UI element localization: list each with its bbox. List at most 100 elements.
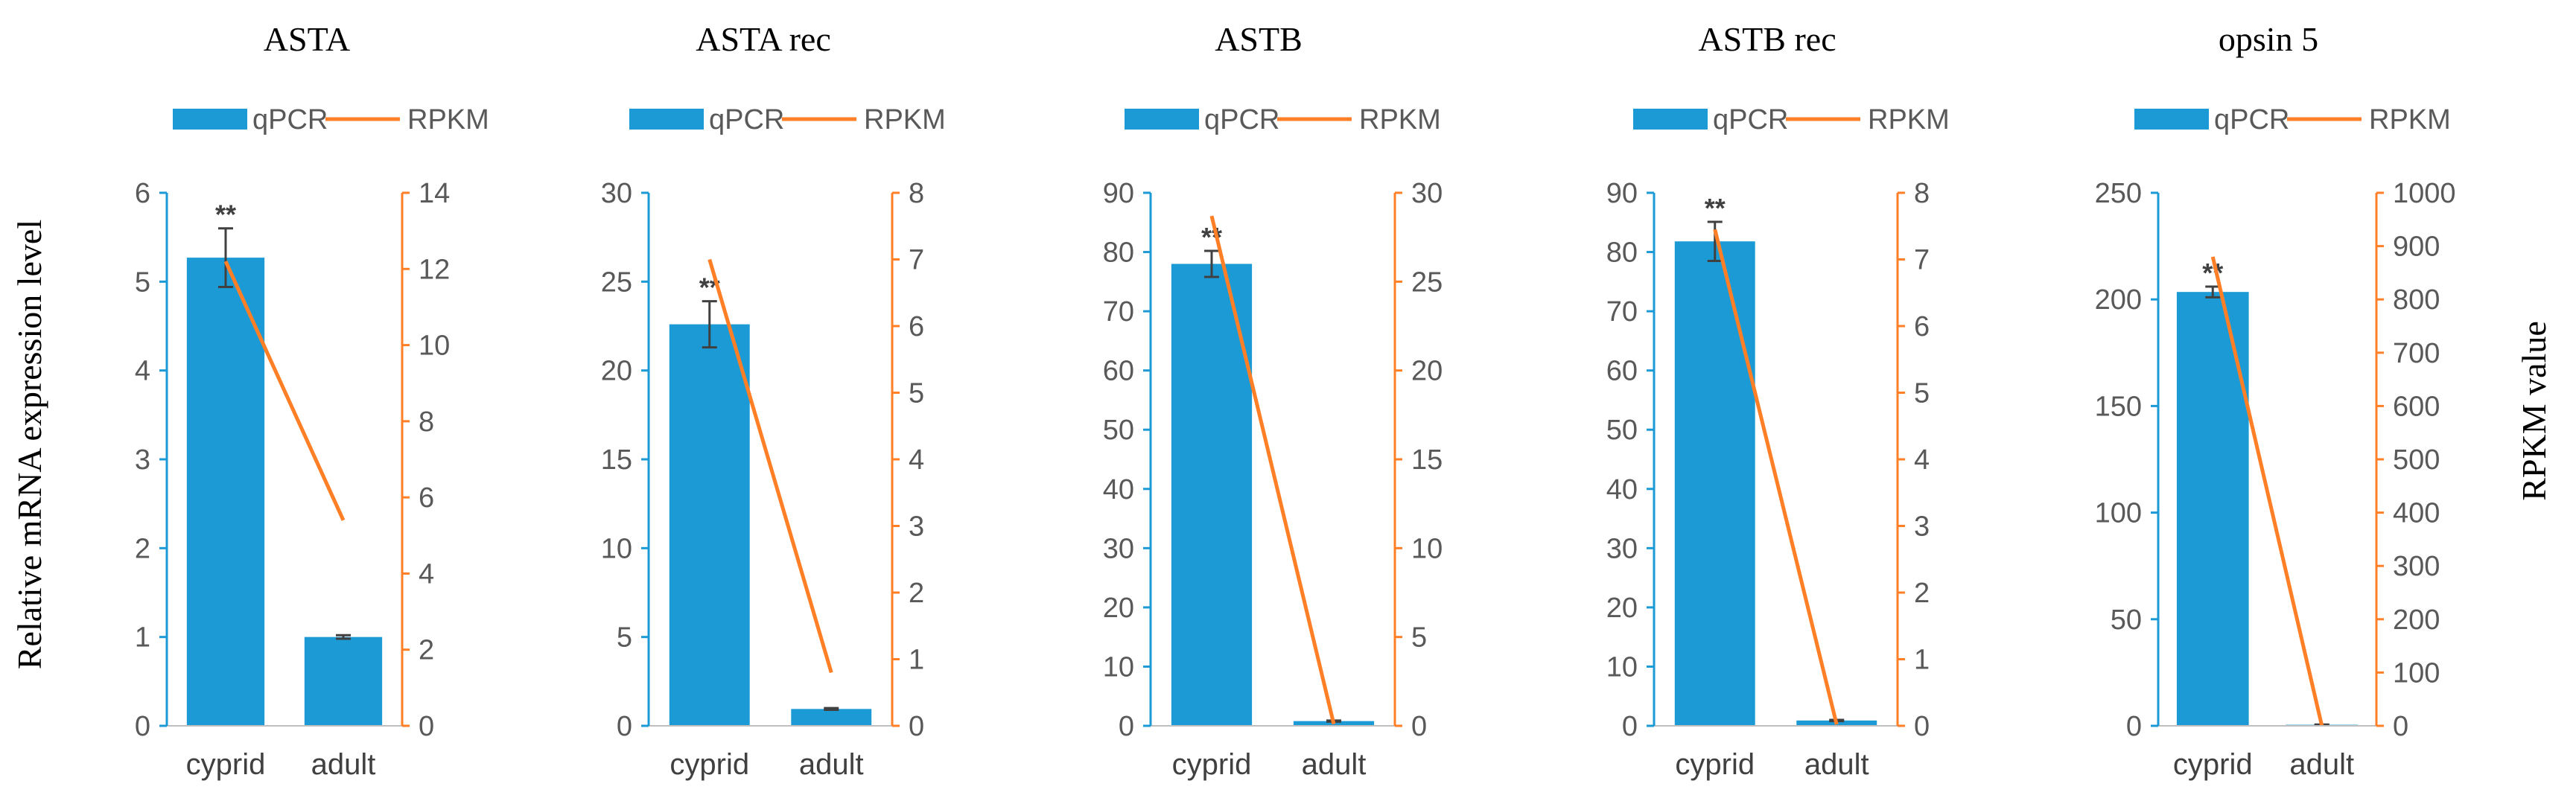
- right-axis-label: RPKM value: [2515, 321, 2553, 501]
- left-tick-label: 0: [1119, 711, 1134, 742]
- left-tick-label: 60: [1606, 356, 1638, 387]
- line-rpkm: [1209, 215, 1336, 725]
- right-tick-label: 5: [909, 378, 924, 409]
- left-tick-label: 0: [2126, 711, 2142, 742]
- right-tick-label: 8: [909, 178, 924, 209]
- left-tick-label: 6: [135, 178, 150, 209]
- legend-label-qpcr: qPCR: [2214, 104, 2289, 135]
- left-tick-label: 20: [1606, 593, 1638, 624]
- right-tick-label: 2: [1914, 578, 1930, 609]
- right-tick-label: 0: [1411, 711, 1427, 742]
- left-tick-label: 30: [1103, 533, 1134, 564]
- chart-panel-4: ASTB rec qPCR RPKM ** 0 10 20 30 40 50 60 70 80 90 0 1 2…: [1606, 20, 1950, 781]
- right-tick-label: 8: [419, 406, 434, 438]
- right-tick-label: 3: [1914, 511, 1930, 543]
- left-tick-label: 50: [2111, 604, 2142, 636]
- category-label-cyprid: cyprid: [186, 748, 266, 781]
- left-tick-label: 50: [1103, 415, 1134, 446]
- right-tick-label: 7: [909, 245, 924, 276]
- right-tick-label: 2: [909, 578, 924, 609]
- left-tick-label: 200: [2095, 284, 2142, 316]
- right-tick-label: 6: [1914, 311, 1930, 342]
- left-tick-label: 10: [601, 533, 632, 564]
- left-tick-label: 0: [135, 711, 150, 742]
- right-tick-label: 4: [1914, 444, 1930, 476]
- right-tick-label: 12: [419, 254, 450, 285]
- left-tick-label: 80: [1103, 237, 1134, 269]
- left-tick-label: 5: [135, 267, 150, 298]
- category-label-cyprid: cyprid: [1675, 748, 1755, 781]
- right-tick-label: 2: [419, 635, 434, 666]
- legend-label-qpcr: qPCR: [1713, 104, 1788, 135]
- left-tick-label: 80: [1606, 237, 1638, 269]
- right-tick-label: 4: [909, 444, 924, 476]
- right-tick-label: 1000: [2393, 178, 2456, 209]
- left-tick-label: 5: [617, 622, 632, 654]
- right-tick-label: 0: [2393, 711, 2408, 742]
- chart-title: ASTB rec: [1698, 20, 1836, 58]
- right-tick-label: 100: [2393, 657, 2440, 689]
- right-tick-label: 4: [419, 558, 434, 590]
- left-tick-label: 15: [601, 444, 632, 476]
- legend-label-rpkm: RPKM: [407, 104, 489, 135]
- left-tick-label: 60: [1103, 356, 1134, 387]
- legend-swatch-qpcr: [629, 109, 704, 130]
- right-tick-label: 30: [1411, 178, 1443, 209]
- significance-mark: **: [1705, 193, 1726, 223]
- right-tick-label: 400: [2393, 498, 2440, 529]
- chart-title: opsin 5: [2219, 20, 2318, 58]
- left-tick-label: 20: [1103, 593, 1134, 624]
- left-tick-label: 30: [1606, 533, 1638, 564]
- chart-title: ASTB: [1215, 20, 1303, 58]
- chart-title: ASTA rec: [696, 20, 831, 58]
- left-tick-label: 90: [1103, 178, 1134, 209]
- right-tick-label: 1: [1914, 645, 1930, 676]
- line-rpkm: [223, 261, 346, 521]
- left-tick-label: 2: [135, 533, 150, 564]
- bar-qpcr-cyprid: [669, 324, 750, 726]
- left-tick-label: 40: [1103, 474, 1134, 505]
- left-tick-label: 70: [1103, 296, 1134, 328]
- category-label-cyprid: cyprid: [2173, 748, 2253, 781]
- line-rpkm: [707, 258, 833, 674]
- legend-label-rpkm: RPKM: [864, 104, 946, 135]
- right-tick-label: 7: [1914, 245, 1930, 276]
- right-tick-label: 10: [1411, 533, 1443, 564]
- bar-qpcr-adult: [791, 709, 872, 726]
- bar-qpcr-adult: [304, 636, 383, 726]
- left-tick-label: 70: [1606, 296, 1638, 328]
- category-label-cyprid: cyprid: [670, 748, 749, 781]
- right-tick-label: 200: [2393, 604, 2440, 636]
- legend-label-rpkm: RPKM: [2369, 104, 2451, 135]
- right-tick-label: 8: [1914, 178, 1930, 209]
- legend-label-rpkm: RPKM: [1868, 104, 1950, 135]
- left-tick-label: 1: [135, 622, 150, 654]
- right-tick-label: 700: [2393, 338, 2440, 369]
- bar-qpcr-cyprid: [186, 258, 265, 726]
- category-label-adult: adult: [2289, 748, 2354, 781]
- left-tick-label: 150: [2095, 391, 2142, 422]
- left-tick-label: 0: [1622, 711, 1638, 742]
- left-tick-label: 20: [601, 356, 632, 387]
- right-tick-label: 25: [1411, 267, 1443, 298]
- right-tick-label: 500: [2393, 444, 2440, 476]
- right-tick-label: 300: [2393, 551, 2440, 582]
- left-tick-label: 30: [601, 178, 632, 209]
- left-tick-label: 250: [2095, 178, 2142, 209]
- significance-mark: **: [215, 200, 236, 230]
- left-tick-label: 0: [617, 711, 632, 742]
- right-tick-label: 0: [1914, 711, 1930, 742]
- right-tick-label: 3: [909, 511, 924, 543]
- left-tick-label: 10: [1606, 651, 1638, 683]
- bar-qpcr-cyprid: [1171, 264, 1253, 726]
- right-tick-label: 6: [909, 311, 924, 342]
- right-tick-label: 5: [1411, 622, 1427, 654]
- legend-label-qpcr: qPCR: [252, 104, 328, 135]
- chart-title: ASTA: [264, 20, 350, 58]
- category-label-adult: adult: [799, 748, 864, 781]
- left-tick-label: 3: [135, 444, 150, 476]
- left-tick-label: 25: [601, 267, 632, 298]
